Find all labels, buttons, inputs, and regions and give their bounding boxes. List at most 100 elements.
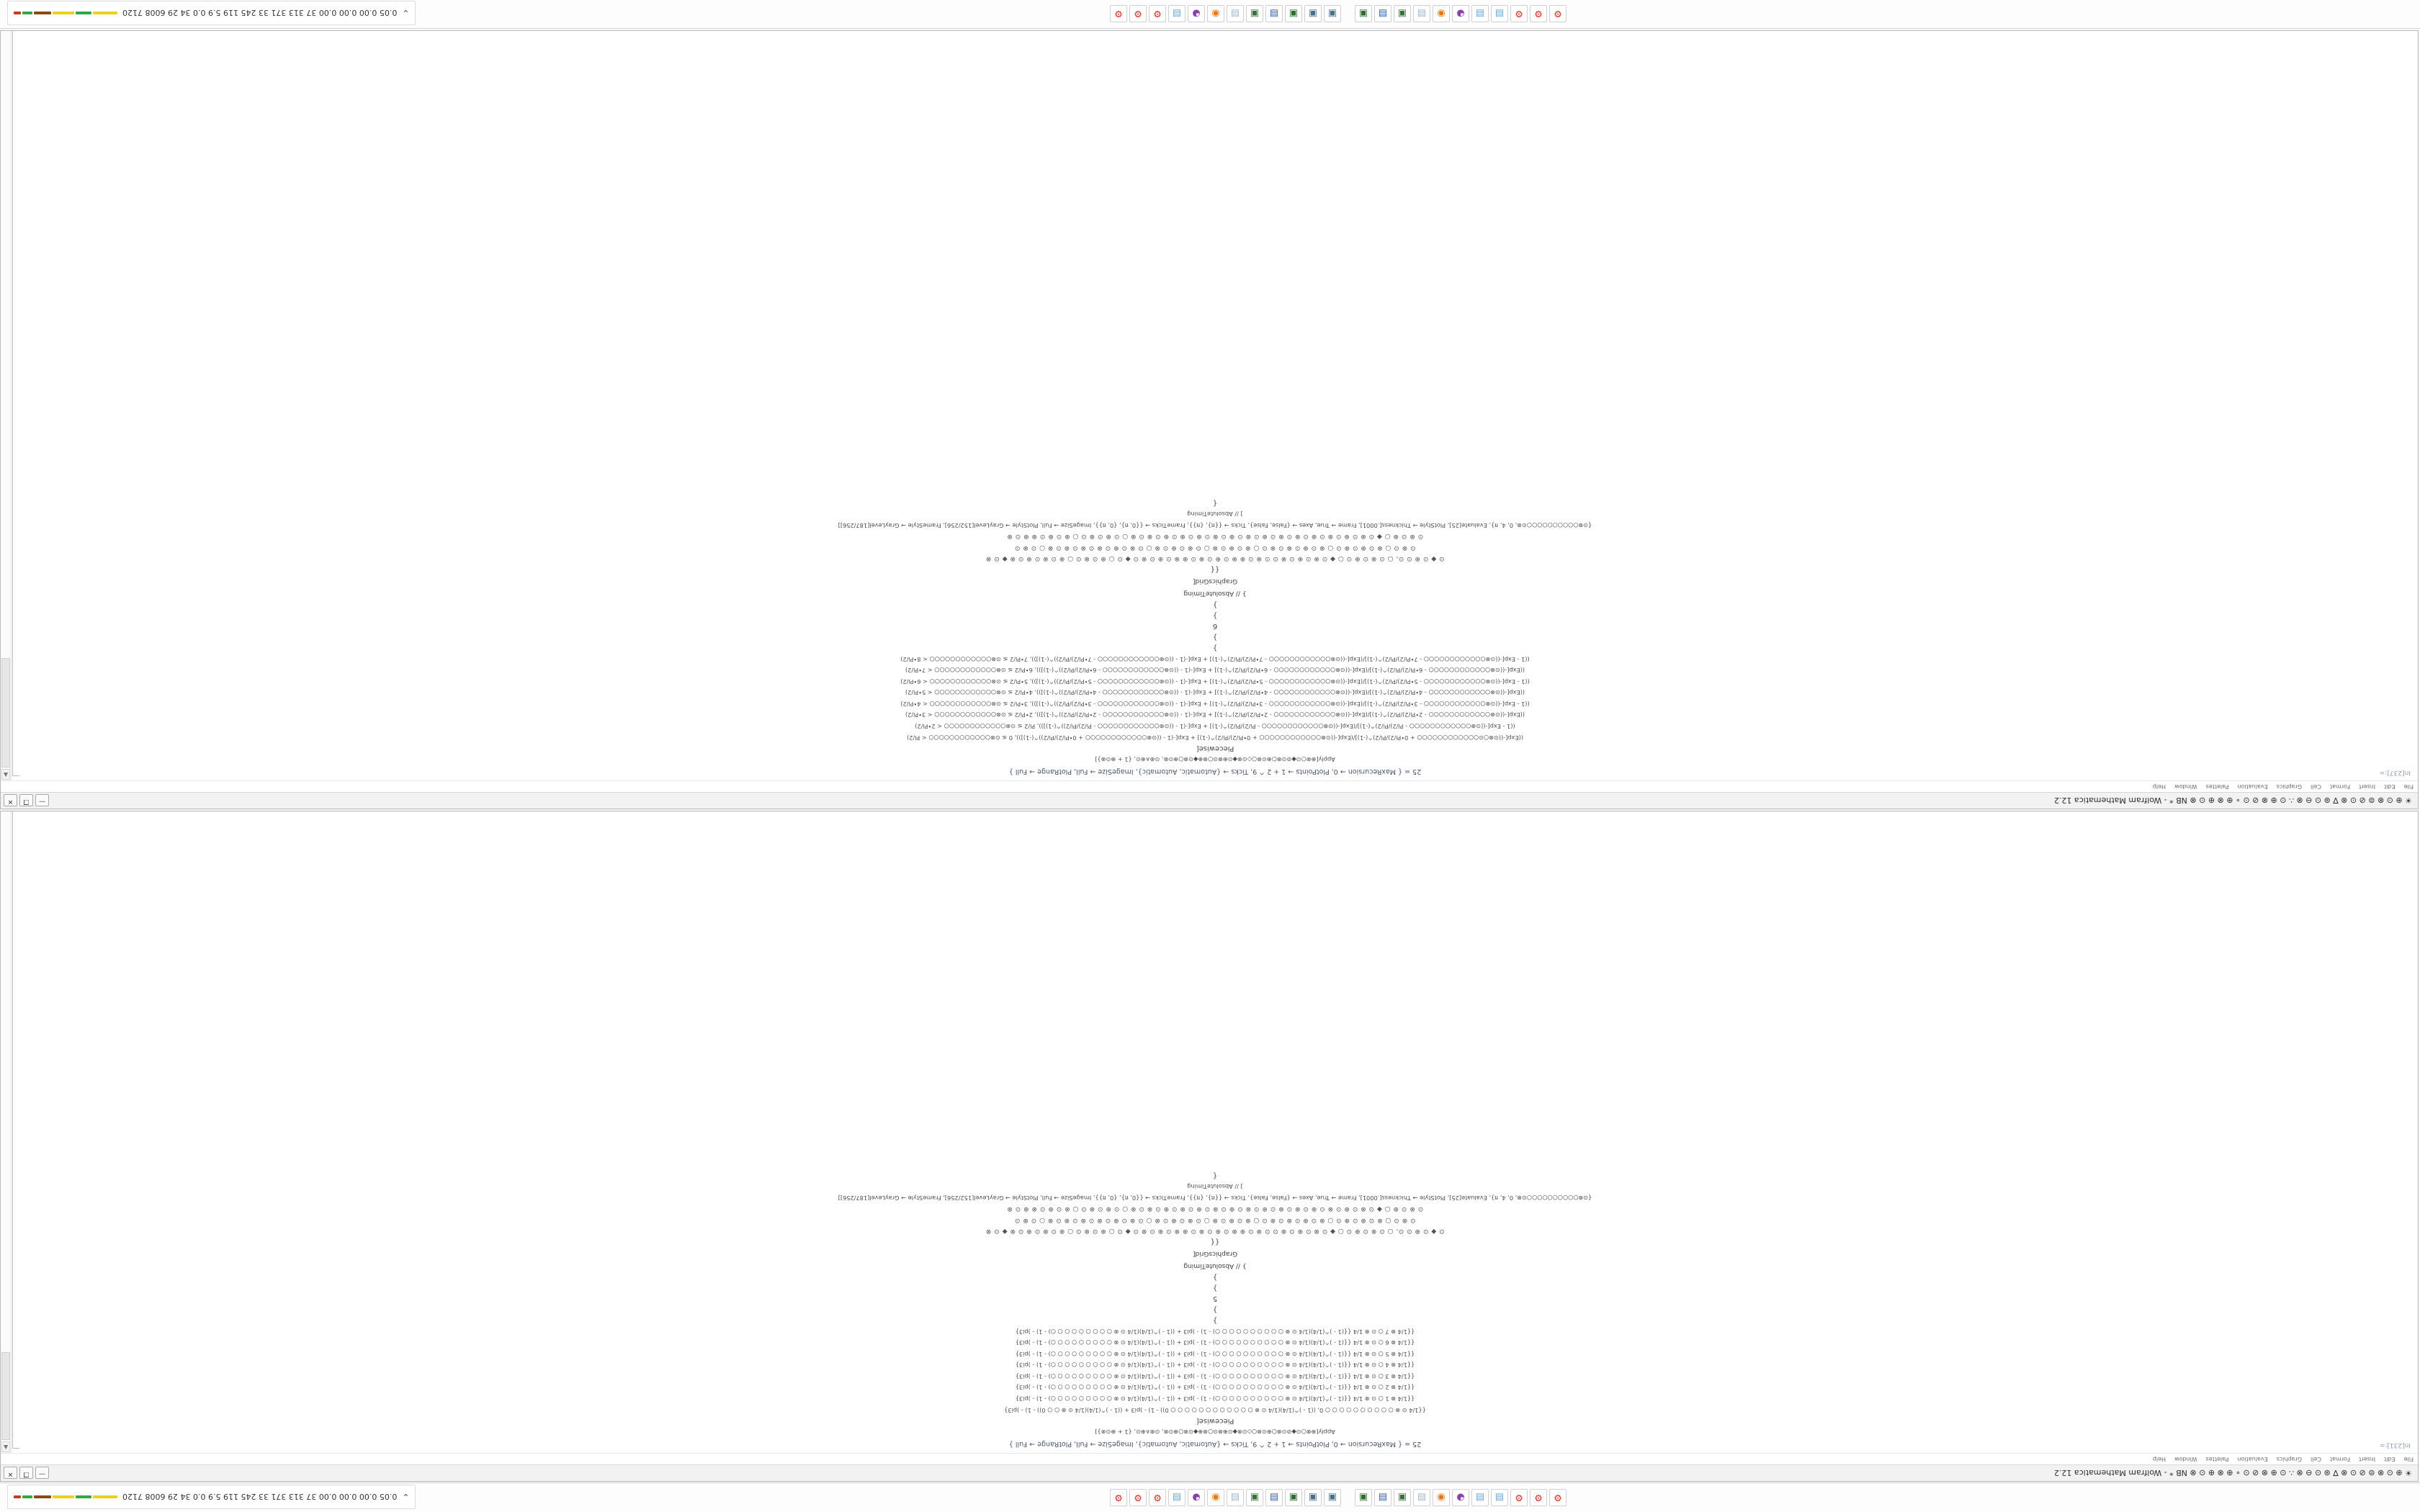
minimize-button[interactable]: — [35,1467,49,1480]
menu-item-evaluation[interactable]: Evaluation [2237,1456,2268,1462]
notepad-icon[interactable]: ▤ [1413,1489,1430,1506]
system-monitor-top[interactable]: ⌄ 0.05 0.00 0.00 0.00 37 313 371 33 245 … [7,1485,416,1509]
calculator-icon[interactable]: ▤ [1491,5,1508,22]
floppy-64-icon[interactable]: ▤ [1265,1489,1283,1506]
menu-item-window[interactable]: Window [2174,783,2197,790]
close-button[interactable]: ✕ [4,794,17,807]
window-controls[interactable]: — ❐ ✕ [4,794,49,807]
menu-item-palettes[interactable]: Palettes [2205,783,2229,790]
menu-item-window[interactable]: Window [2174,1456,2197,1462]
minimize-button[interactable]: — [35,794,49,807]
notebook-window-bottom[interactable]: ☀ ⊕ ⊙ ⊗ ⊜ ⊘ ⊙ ⊗ ∇ ⊛ ⊙ ⊖ ⊗ ∴ ⊙ ⊕ ⊗ ⊘ ⊙ ∘ … [0,30,2419,809]
menu-item-format[interactable]: Format [2329,1456,2351,1462]
settings-gear-icon[interactable]: ⚙ [1129,1489,1147,1506]
terminal-monitor-icon[interactable]: ▣ [1246,5,1263,22]
display-monitor-icon[interactable]: ▣ [1304,1489,1322,1506]
floppy-64-icon[interactable]: ▤ [1265,5,1283,22]
settings-gear-icon[interactable]: ⚙ [1510,5,1528,22]
firefox-icon[interactable]: ◉ [1207,5,1224,22]
maximize-button[interactable]: ❐ [19,1467,33,1480]
cell-group-header[interactable]: In[231]:= 25 = { MaxRecursion → 0, PlotP… [19,1439,2411,1449]
owl-browser-icon[interactable]: ◕ [1452,1489,1469,1506]
settings-gear-icon[interactable]: ⚙ [1530,1489,1547,1506]
terminal-monitor-icon[interactable]: ▣ [1394,1489,1411,1506]
firefox-icon[interactable]: ◉ [1433,1489,1450,1506]
menu-item-help[interactable]: Help [2152,783,2166,790]
vertical-scrollbar-bottom[interactable]: ▲ [1,31,12,780]
settings-gear-icon[interactable]: ⚙ [1110,1489,1127,1506]
firefox-icon[interactable]: ◉ [1207,1489,1224,1506]
vertical-scrollbar-top[interactable]: ▲ [1,811,12,1453]
close-button[interactable]: ✕ [4,1467,17,1480]
menubar-bottom[interactable]: File Edit Insert Format Cell Graphics Evaluati… [1,780,2418,792]
notepad-icon[interactable]: ▤ [1227,5,1244,22]
cell-bracket[interactable] [12,811,19,1449]
notepad-icon[interactable]: ▤ [1227,1489,1244,1506]
system-monitor-bottom[interactable]: ⌄ 0.05 0.00 0.00 0.00 37 313 371 33 245 … [7,1,416,25]
menu-item-file[interactable]: File [2403,783,2414,790]
settings-gear-icon[interactable]: ⚙ [1129,5,1147,22]
menubar-top[interactable]: File Edit Insert Format Cell Graphics Evaluati… [1,1453,2418,1464]
owl-browser-icon[interactable]: ◕ [1452,5,1469,22]
display-monitor-icon[interactable]: ▣ [1324,5,1341,22]
window-titlebar[interactable]: ☀ ⊕ ⊙ ⊗ ⊜ ⊘ ⊙ ⊗ ∇ ⊛ ⊙ ⊖ ⊗ ∴ ⊙ ⊕ ⊗ ⊘ ⊙ ∘ … [1,1464,2418,1481]
scanner-icon[interactable]: ▣ [1355,5,1372,22]
calculator-icon[interactable]: ▤ [1168,1489,1186,1506]
input-code[interactable]: 25 = { MaxRecursion → 0, PlotPoints → 1 … [1008,1440,1422,1448]
terminal-monitor-icon[interactable]: ▣ [1394,5,1411,22]
expand-icon[interactable]: ⌄ [402,1492,410,1502]
menu-item-insert[interactable]: Insert [2359,1456,2376,1462]
scroll-up-arrow[interactable]: ▲ [1,1441,10,1452]
calculator-icon[interactable]: ▤ [1491,1489,1508,1506]
scroll-up-arrow[interactable]: ▲ [1,769,10,780]
settings-gear-icon[interactable]: ⚙ [1149,1489,1166,1506]
settings-gear-icon[interactable]: ⚙ [1549,1489,1567,1506]
notepad-icon[interactable]: ▤ [1413,5,1430,22]
firefox-icon[interactable]: ◉ [1433,5,1450,22]
menu-item-insert[interactable]: Insert [2359,783,2376,790]
owl-browser-icon[interactable]: ◕ [1188,5,1205,22]
settings-gear-icon[interactable]: ⚙ [1530,5,1547,22]
scanner-icon[interactable]: ▣ [1355,1489,1372,1506]
settings-gear-icon[interactable]: ⚙ [1510,1489,1528,1506]
display-monitor-icon[interactable]: ▣ [1304,5,1322,22]
menu-item-file[interactable]: File [2403,1456,2414,1462]
display-monitor-icon[interactable]: ▣ [1324,1489,1341,1506]
notebook-window-top[interactable]: ☀ ⊕ ⊙ ⊗ ⊜ ⊘ ⊙ ⊗ ∇ ⊛ ⊙ ⊖ ⊗ ∴ ⊙ ⊕ ⊗ ⊘ ⊙ ∘ … [0,811,2419,1482]
notebook-canvas-bottom[interactable]: In[237]:= 25 = { MaxRecursion → 0, PlotP… [1,31,2418,780]
settings-gear-icon[interactable]: ⚙ [1149,5,1166,22]
window-titlebar[interactable]: ☀ ⊕ ⊙ ⊗ ⊜ ⊘ ⊙ ⊗ ∇ ⊛ ⊙ ⊖ ⊗ ∴ ⊙ ⊕ ⊗ ⊘ ⊙ ∘ … [1,792,2418,809]
calculator-icon[interactable]: ▤ [1168,5,1186,22]
calculator-icon[interactable]: ▤ [1471,5,1489,22]
menu-item-edit[interactable]: Edit [2384,783,2396,790]
symbol-row: ⊙ ◆ ⊙ ⊕ ⊙ ⊙, ○ ⊙ ⊗ ⊙ ⊕ ⊙ ○ ◆ ⊙ ⊗ ⊙ ⊕ ⊙ ⊗… [985,554,1445,562]
close-brace-3: } [1212,1284,1218,1292]
calculator-icon[interactable]: ▤ [1471,1489,1489,1506]
menu-item-cell[interactable]: Cell [2311,783,2321,790]
expand-icon[interactable]: ⌄ [402,8,410,18]
settings-gear-icon[interactable]: ⚙ [1110,5,1127,22]
menu-item-format[interactable]: Format [2329,783,2351,790]
maximize-button[interactable]: ❐ [19,794,33,807]
cell-bracket[interactable] [12,31,19,776]
scroll-thumb[interactable] [1,1352,10,1440]
scanner-icon[interactable]: ▣ [1285,5,1302,22]
settings-gear-icon[interactable]: ⚙ [1549,5,1567,22]
notebook-canvas-top[interactable]: In[231]:= 25 = { MaxRecursion → 0, PlotP… [1,811,2418,1453]
scroll-thumb[interactable] [1,658,10,768]
menu-item-edit[interactable]: Edit [2384,1456,2396,1462]
menu-item-graphics[interactable]: Graphics [2276,1456,2302,1462]
owl-browser-icon[interactable]: ◕ [1188,1489,1205,1506]
window-controls[interactable]: — ❐ ✕ [4,1467,49,1480]
cell-group-header[interactable]: In[237]:= 25 = { MaxRecursion → 0, PlotP… [19,766,2411,776]
menu-item-evaluation[interactable]: Evaluation [2237,783,2268,790]
scanner-icon[interactable]: ▣ [1285,1489,1302,1506]
terminal-monitor-icon[interactable]: ▣ [1246,1489,1263,1506]
floppy-save-icon[interactable]: ▤ [1374,1489,1392,1506]
input-code[interactable]: 25 = { MaxRecursion → 0, PlotPoints → 1 … [1008,768,1422,775]
menu-item-help[interactable]: Help [2152,1456,2166,1462]
floppy-save-icon[interactable]: ▤ [1374,5,1392,22]
menu-item-graphics[interactable]: Graphics [2276,783,2302,790]
menu-item-cell[interactable]: Cell [2311,1456,2321,1462]
menu-item-palettes[interactable]: Palettes [2205,1456,2229,1462]
